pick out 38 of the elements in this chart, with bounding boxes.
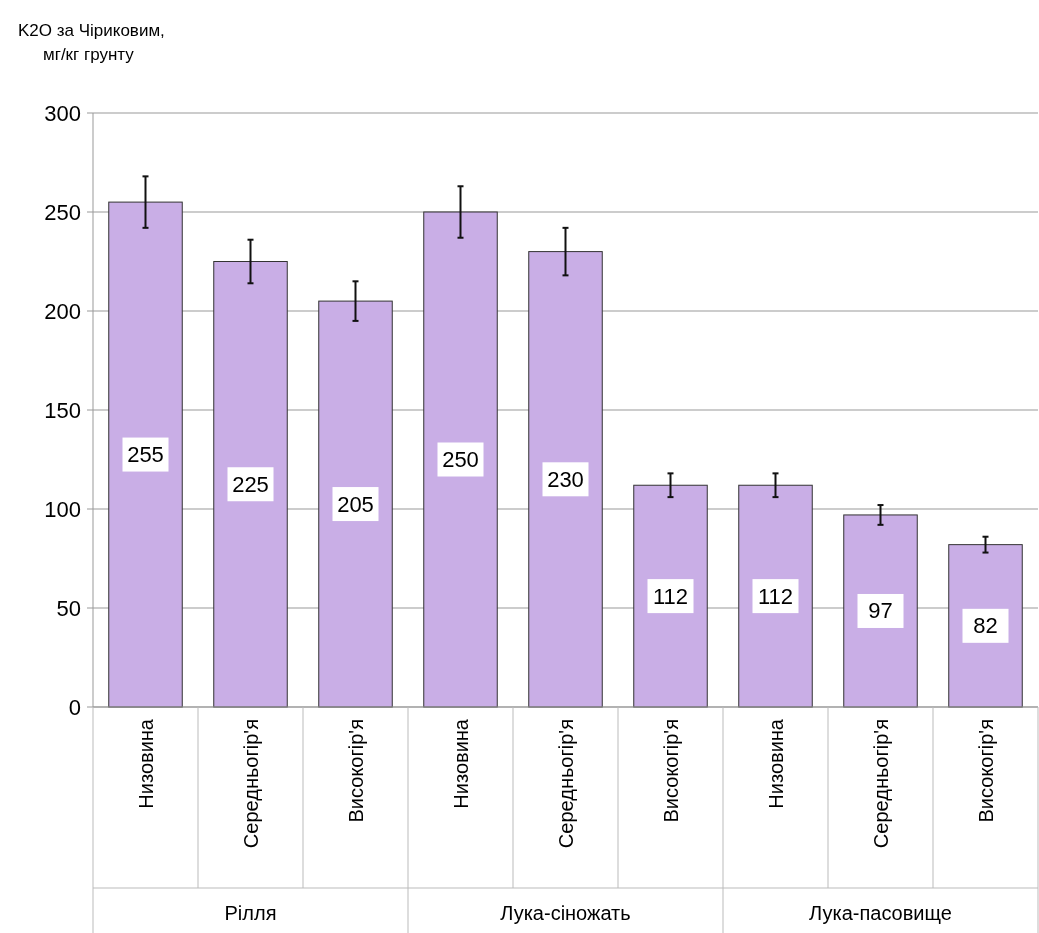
data-label: 250 [442,447,479,472]
bar [528,251,603,708]
data-label: 230 [547,466,584,492]
data-label: 97 [868,598,893,624]
x-tick-label: Середньогір'я [239,719,262,849]
y-tick-label: 150 [44,397,81,423]
data-label: 112 [652,583,689,609]
bar [843,514,918,708]
bar [423,211,498,708]
y-tick-label: 200 [44,298,81,324]
bar [213,261,288,708]
x-tick-label: Високогір'я [659,719,682,823]
x-tick-label: Високогір'я [344,719,367,823]
text: Лука-пасовище [809,902,952,924]
text: Рілля [224,902,277,924]
x-tick-label: Низовина [764,718,787,809]
y-tick-label: 250 [44,199,81,225]
data-label: 205 [337,491,374,517]
data-label: 225 [232,471,269,497]
text: Лука-сіножать [500,902,631,924]
bar [108,201,183,708]
x-tick-label: Низовина [449,718,472,809]
x-tick-label: Високогір'я [974,719,997,823]
bar [318,300,393,708]
x-tick-label: Середньогір'я [554,719,577,849]
x-tick-label: Середньогір'я [869,719,892,849]
y-tick-label: 300 [44,100,81,126]
data-label: 112 [757,583,794,609]
data-label: 82 [973,613,998,639]
y-tick-label: 100 [44,496,81,522]
y-tick-label: 0 [68,694,81,720]
bar [738,484,813,708]
y-axis-title: K2O за Чіриковим, мг/кг грунту [18,20,165,64]
y-tick-label: 50 [56,595,81,621]
bar [633,484,708,708]
x-tick-label: Низовина [134,718,157,809]
bar [948,544,1023,708]
data-label: 255 [127,442,164,468]
